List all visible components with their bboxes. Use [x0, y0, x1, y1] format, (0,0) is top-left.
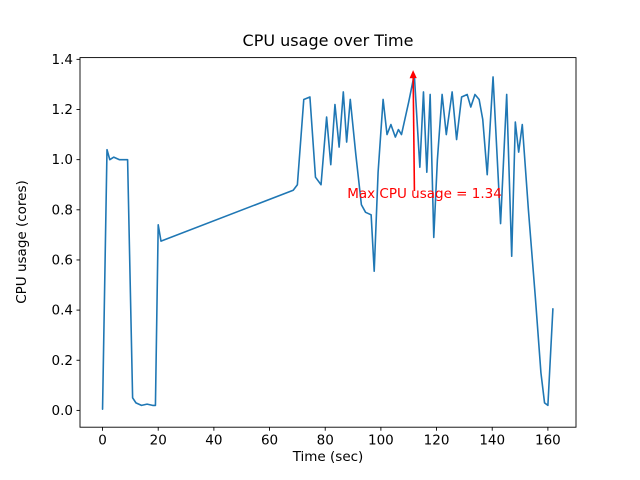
- y-tick-label: 1.2: [52, 102, 73, 118]
- y-tick-label: 0.8: [52, 202, 73, 218]
- y-tick-label: 0.4: [52, 303, 73, 319]
- y-tick-label: 0.6: [52, 252, 73, 268]
- annotation-arrow-line: [412, 78, 416, 192]
- x-tick-label: 120: [424, 433, 450, 449]
- x-tick-label: 80: [317, 433, 334, 449]
- x-tick-label: 140: [479, 433, 505, 449]
- x-tick-label: 160: [535, 433, 561, 449]
- y-tick-label: 0.2: [52, 353, 73, 369]
- y-tick-label: 1.0: [52, 152, 73, 168]
- x-tick-label: 0: [98, 433, 107, 449]
- y-tick-label: 1.4: [52, 52, 73, 68]
- cpu-usage-line: [101, 73, 554, 410]
- x-tick-label: 100: [368, 433, 394, 449]
- max-cpu-annotation: Max CPU usage = 1.34: [347, 185, 502, 202]
- y-axis-label: CPU usage (cores): [14, 180, 30, 304]
- x-tick-label: 60: [261, 433, 278, 449]
- y-tick-label: 0.0: [52, 403, 73, 419]
- x-axis-label: Time (sec): [292, 449, 364, 465]
- chart-title: CPU usage over Time: [242, 31, 414, 50]
- x-tick-label: 40: [205, 433, 222, 449]
- axes-spines: [79, 57, 577, 428]
- annotation-arrow-head: [409, 70, 417, 79]
- x-tick-label: 20: [150, 433, 167, 449]
